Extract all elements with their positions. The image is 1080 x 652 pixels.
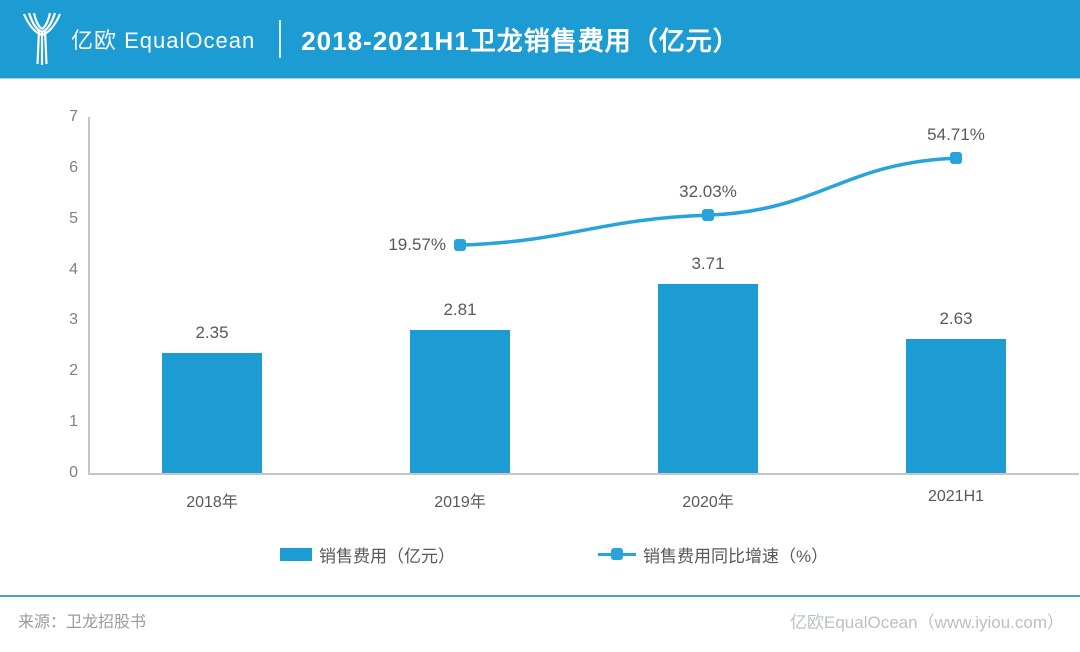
line-value-label: 32.03% — [679, 182, 737, 202]
header-bar: 亿欧 EqualOcean 2018-2021H1卫龙销售费用（亿元） — [0, 0, 1080, 79]
bar-value-label: 3.71 — [691, 254, 725, 274]
equalocean-logo: 亿欧 EqualOcean — [22, 12, 255, 66]
legend-square-marker-icon — [611, 548, 623, 560]
legend-label: 销售费用同比增速（%） — [643, 547, 829, 566]
y-axis-line — [88, 117, 90, 473]
bar-2020年 — [658, 284, 758, 473]
line-point-marker — [702, 209, 714, 222]
line-value-label: 19.57% — [388, 235, 446, 255]
bar-2019年 — [410, 330, 510, 473]
legend-item-growth-rate: 销售费用同比增速（%） — [598, 542, 828, 567]
bar-value-label: 2.35 — [195, 323, 229, 343]
line-point-marker — [950, 152, 962, 165]
source-note: 来源：卫龙招股书 — [18, 614, 147, 631]
bar-2018年 — [162, 353, 262, 473]
y-axis-tick-label: 6 — [69, 158, 78, 176]
y-axis-tick-label: 2 — [69, 362, 78, 380]
line-legend-swatch — [598, 548, 636, 561]
bar-value-label: 2.81 — [443, 300, 477, 320]
x-axis-line — [88, 473, 1079, 475]
y-axis-tick-label: 7 — [69, 108, 78, 125]
footer-divider — [0, 595, 1080, 597]
legend-label: 销售费用（亿元） — [319, 547, 455, 566]
y-axis-tick-label: 1 — [69, 413, 78, 431]
y-axis-tick-label: 5 — [69, 209, 78, 227]
brand-note: 亿欧EqualOcean（www.iyiou.com） — [790, 613, 1064, 632]
bar-value-label: 2.63 — [939, 309, 973, 329]
x-axis-category-label: 2018年 — [186, 494, 238, 511]
bar-2021H1 — [906, 339, 1006, 473]
logo-text: 亿欧 EqualOcean — [71, 28, 256, 53]
line-value-label: 54.71% — [927, 125, 985, 145]
bar-legend-swatch — [280, 548, 312, 561]
x-axis-category-label: 2021H1 — [927, 488, 985, 505]
x-axis-category-label: 2019年 — [434, 494, 486, 511]
y-axis-tick-label: 4 — [69, 260, 78, 278]
y-axis-tick-label: 3 — [69, 311, 78, 329]
legend-item-sales-expense: 销售费用（亿元） — [280, 542, 455, 567]
equalocean-logo-icon — [22, 12, 62, 65]
line-point-marker — [454, 239, 466, 252]
x-axis-category-label: 2020年 — [682, 494, 734, 511]
y-axis-tick-label: 0 — [69, 464, 78, 481]
page-title: 2018-2021H1卫龙销售费用（亿元） — [301, 25, 740, 56]
header-divider — [279, 20, 282, 58]
